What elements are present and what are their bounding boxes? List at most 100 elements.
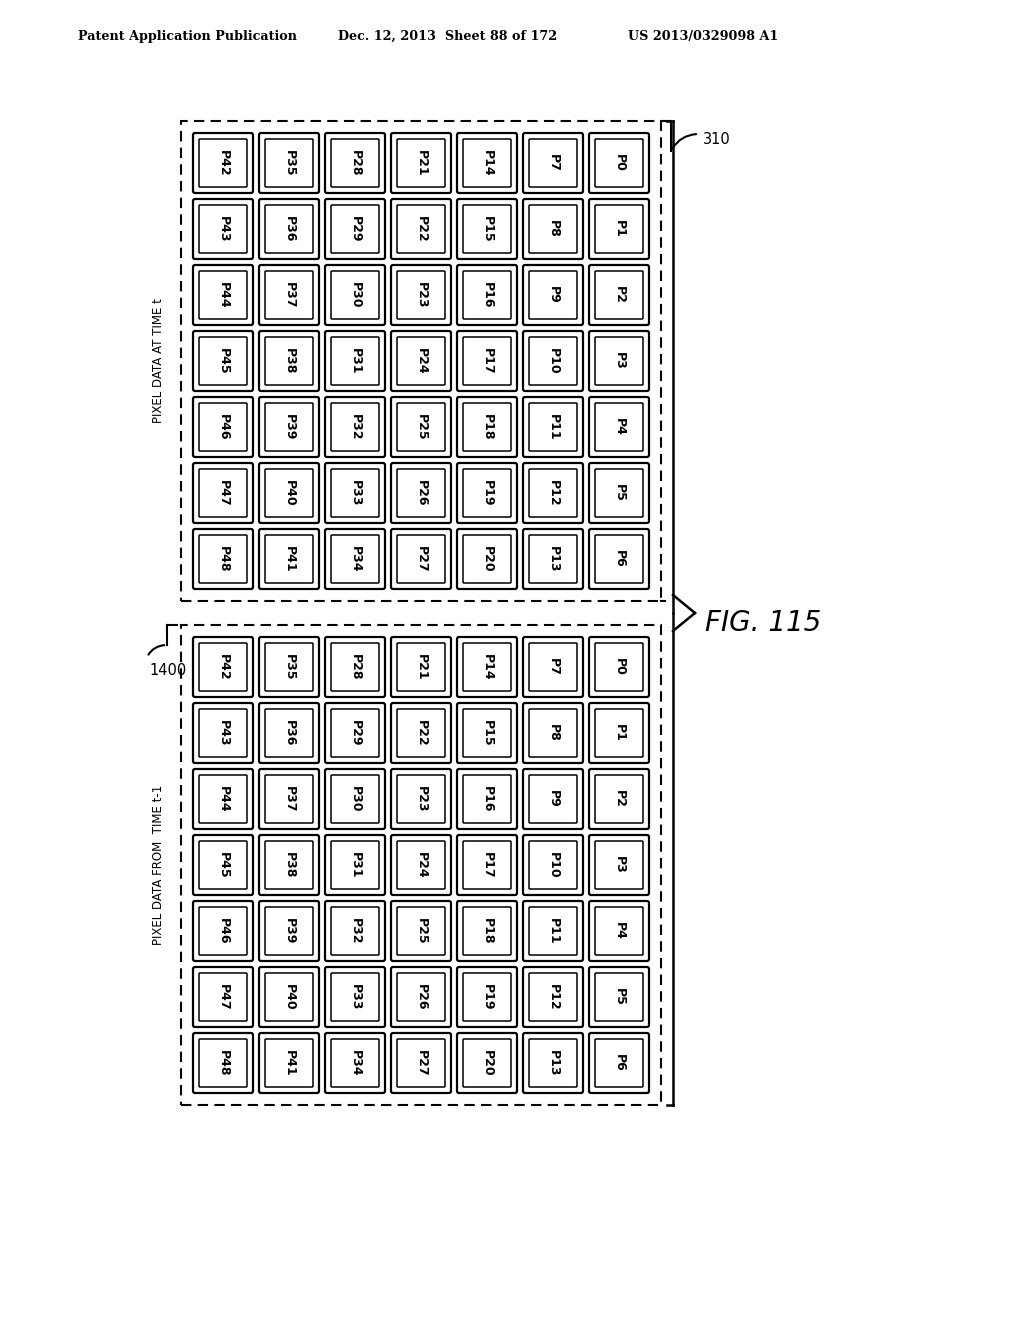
Text: P36: P36	[283, 719, 296, 746]
Text: P12: P12	[547, 479, 559, 507]
FancyBboxPatch shape	[259, 265, 319, 325]
Text: P39: P39	[283, 917, 296, 944]
Text: P31: P31	[348, 347, 361, 375]
FancyBboxPatch shape	[193, 397, 253, 457]
FancyBboxPatch shape	[259, 704, 319, 763]
FancyBboxPatch shape	[523, 704, 583, 763]
FancyBboxPatch shape	[457, 902, 517, 961]
FancyBboxPatch shape	[457, 1034, 517, 1093]
FancyBboxPatch shape	[595, 205, 643, 253]
Text: P25: P25	[415, 917, 427, 944]
FancyBboxPatch shape	[589, 529, 649, 589]
FancyBboxPatch shape	[529, 973, 577, 1020]
FancyBboxPatch shape	[529, 535, 577, 583]
FancyBboxPatch shape	[199, 337, 247, 385]
Text: P26: P26	[415, 983, 427, 1010]
Text: P26: P26	[415, 479, 427, 507]
Text: P32: P32	[348, 413, 361, 441]
FancyBboxPatch shape	[589, 199, 649, 259]
Text: P17: P17	[480, 851, 494, 878]
Text: P3: P3	[612, 857, 626, 874]
FancyBboxPatch shape	[193, 265, 253, 325]
Text: P4: P4	[612, 923, 626, 940]
Text: P48: P48	[216, 1049, 229, 1076]
FancyBboxPatch shape	[595, 643, 643, 690]
FancyBboxPatch shape	[529, 139, 577, 187]
Text: P37: P37	[283, 281, 296, 309]
FancyBboxPatch shape	[325, 770, 385, 829]
Text: FIG. 115: FIG. 115	[705, 609, 821, 638]
FancyBboxPatch shape	[265, 1039, 313, 1086]
Text: P30: P30	[348, 785, 361, 812]
FancyBboxPatch shape	[325, 331, 385, 391]
FancyBboxPatch shape	[391, 133, 451, 193]
FancyBboxPatch shape	[325, 704, 385, 763]
Text: P29: P29	[348, 215, 361, 243]
FancyBboxPatch shape	[457, 463, 517, 523]
FancyBboxPatch shape	[193, 770, 253, 829]
FancyBboxPatch shape	[595, 973, 643, 1020]
Text: P21: P21	[415, 149, 427, 177]
FancyBboxPatch shape	[391, 331, 451, 391]
Text: P13: P13	[547, 1049, 559, 1076]
FancyBboxPatch shape	[193, 638, 253, 697]
Text: P45: P45	[216, 347, 229, 375]
FancyBboxPatch shape	[529, 709, 577, 756]
FancyBboxPatch shape	[193, 836, 253, 895]
FancyBboxPatch shape	[529, 775, 577, 822]
Text: P44: P44	[216, 785, 229, 812]
FancyBboxPatch shape	[397, 403, 445, 451]
FancyBboxPatch shape	[457, 968, 517, 1027]
Bar	[181, 624, 662, 1105]
FancyBboxPatch shape	[193, 704, 253, 763]
FancyBboxPatch shape	[331, 205, 379, 253]
FancyBboxPatch shape	[199, 535, 247, 583]
FancyBboxPatch shape	[331, 643, 379, 690]
FancyBboxPatch shape	[193, 1034, 253, 1093]
Text: P46: P46	[216, 917, 229, 944]
Text: P35: P35	[283, 149, 296, 177]
FancyBboxPatch shape	[331, 973, 379, 1020]
FancyBboxPatch shape	[589, 770, 649, 829]
Text: P7: P7	[547, 659, 559, 676]
FancyBboxPatch shape	[595, 709, 643, 756]
FancyBboxPatch shape	[463, 205, 511, 253]
FancyBboxPatch shape	[457, 529, 517, 589]
Text: P2: P2	[612, 791, 626, 808]
Text: P39: P39	[283, 413, 296, 440]
Text: P36: P36	[283, 215, 296, 242]
Text: P47: P47	[216, 983, 229, 1010]
FancyBboxPatch shape	[397, 643, 445, 690]
FancyBboxPatch shape	[265, 469, 313, 517]
Text: 310: 310	[703, 132, 731, 147]
FancyBboxPatch shape	[523, 529, 583, 589]
FancyBboxPatch shape	[259, 529, 319, 589]
Text: P22: P22	[415, 719, 427, 746]
FancyBboxPatch shape	[265, 403, 313, 451]
FancyBboxPatch shape	[589, 463, 649, 523]
FancyBboxPatch shape	[595, 139, 643, 187]
FancyBboxPatch shape	[265, 535, 313, 583]
FancyBboxPatch shape	[259, 463, 319, 523]
Text: P23: P23	[415, 281, 427, 309]
Text: P8: P8	[547, 220, 559, 238]
Text: P25: P25	[415, 413, 427, 441]
FancyBboxPatch shape	[391, 638, 451, 697]
FancyBboxPatch shape	[391, 529, 451, 589]
Text: P40: P40	[283, 479, 296, 507]
Text: P12: P12	[547, 983, 559, 1010]
FancyBboxPatch shape	[523, 331, 583, 391]
Text: 1400: 1400	[150, 663, 186, 678]
Text: P33: P33	[348, 983, 361, 1010]
Text: P23: P23	[415, 785, 427, 812]
FancyBboxPatch shape	[523, 133, 583, 193]
FancyBboxPatch shape	[463, 271, 511, 319]
Text: P1: P1	[612, 725, 626, 742]
Text: PIXEL DATA FROM  TIME t-1: PIXEL DATA FROM TIME t-1	[153, 785, 166, 945]
FancyBboxPatch shape	[589, 133, 649, 193]
FancyBboxPatch shape	[193, 968, 253, 1027]
FancyBboxPatch shape	[265, 775, 313, 822]
FancyBboxPatch shape	[193, 529, 253, 589]
Text: P46: P46	[216, 413, 229, 441]
FancyBboxPatch shape	[463, 337, 511, 385]
